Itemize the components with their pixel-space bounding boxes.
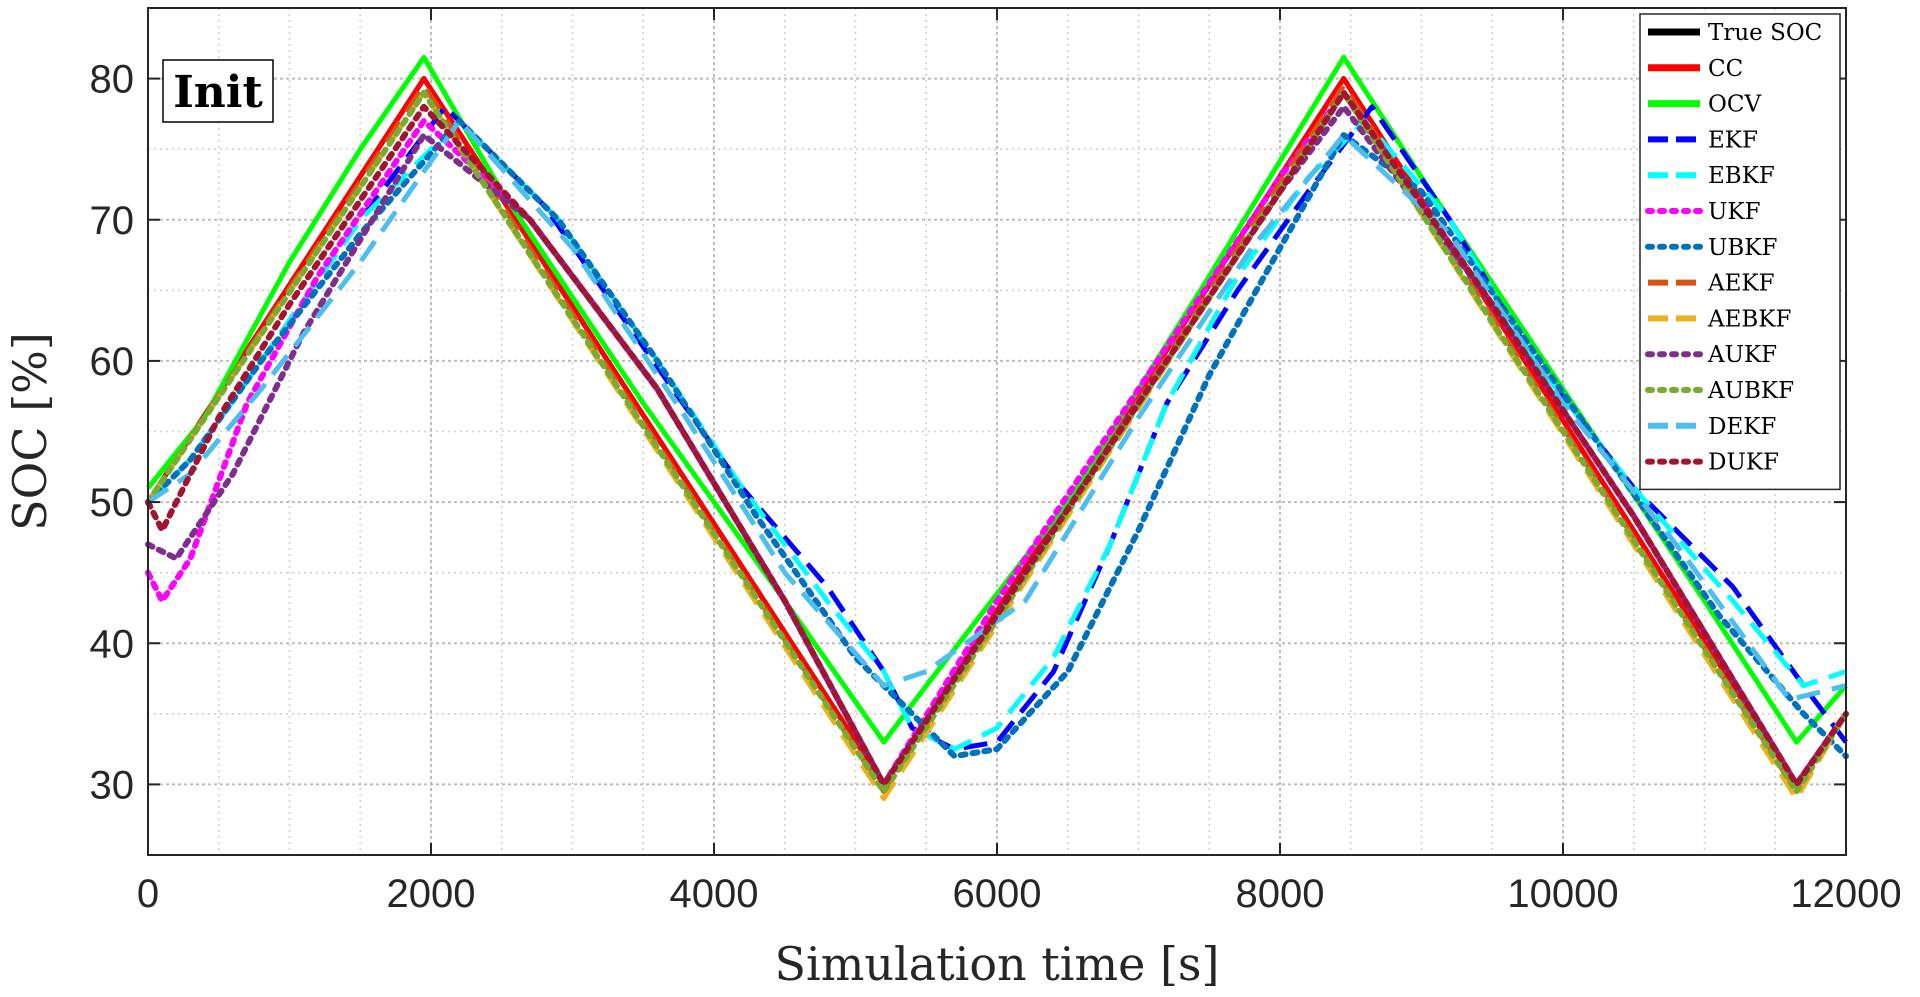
legend-label: AUBKF xyxy=(1707,378,1794,404)
y-tick-label: 70 xyxy=(90,199,135,243)
x-tick-label: 6000 xyxy=(953,872,1042,916)
legend-label: UBKF xyxy=(1708,235,1777,261)
series-line-aubkf xyxy=(145,89,1849,795)
y-tick-label: 60 xyxy=(90,340,135,384)
annotation-box xyxy=(162,59,274,123)
legend-label: EBKF xyxy=(1708,163,1775,189)
x-tick-label: 0 xyxy=(137,872,159,916)
x-tick-label: 8000 xyxy=(1236,872,1325,916)
legend-label: UKF xyxy=(1708,199,1761,225)
legend-label: AEKF xyxy=(1707,271,1775,297)
y-axis-label: SOC [%] xyxy=(3,332,57,531)
x-tick-label: 12000 xyxy=(1790,872,1901,916)
legend-label: AUKF xyxy=(1707,342,1777,368)
legend-label: EKF xyxy=(1708,127,1758,153)
init-annotation: Init xyxy=(162,59,274,123)
y-tick-label: 40 xyxy=(90,622,135,666)
y-tick-label: 50 xyxy=(90,481,135,525)
y-tick-label: 30 xyxy=(90,763,135,807)
x-tick-label: 10000 xyxy=(1507,872,1618,916)
legend-label: True SOC xyxy=(1708,20,1822,46)
major-grid xyxy=(147,8,1847,855)
legend-label: CC xyxy=(1708,56,1743,82)
legend-label: AEBKF xyxy=(1707,306,1791,332)
legend-label: DEKF xyxy=(1708,414,1776,440)
legend-label: DUKF xyxy=(1708,450,1779,476)
series-line-dekf xyxy=(146,118,1847,703)
legend-label: OCV xyxy=(1708,92,1761,118)
y-tick-label: 80 xyxy=(90,58,135,102)
legend: True SOC CC OCV EKF EBKF UKF UBKF AEKF AEBKF AUKF… xyxy=(1639,13,1841,491)
series-lines xyxy=(145,54,1849,801)
legend-box xyxy=(1639,13,1841,491)
x-axis-label: Simulation time [s] xyxy=(775,937,1220,991)
x-tick-label: 4000 xyxy=(670,872,759,916)
series-line-dukf xyxy=(145,89,1849,788)
axis-ticks: 0 2000 4000 6000 8000 10000 12000 30 40 50 60 70 80 xyxy=(90,8,1902,916)
x-tick-label: 2000 xyxy=(387,872,476,916)
annotation-text: Init xyxy=(173,67,263,118)
series-line-ubkf xyxy=(145,117,1849,760)
